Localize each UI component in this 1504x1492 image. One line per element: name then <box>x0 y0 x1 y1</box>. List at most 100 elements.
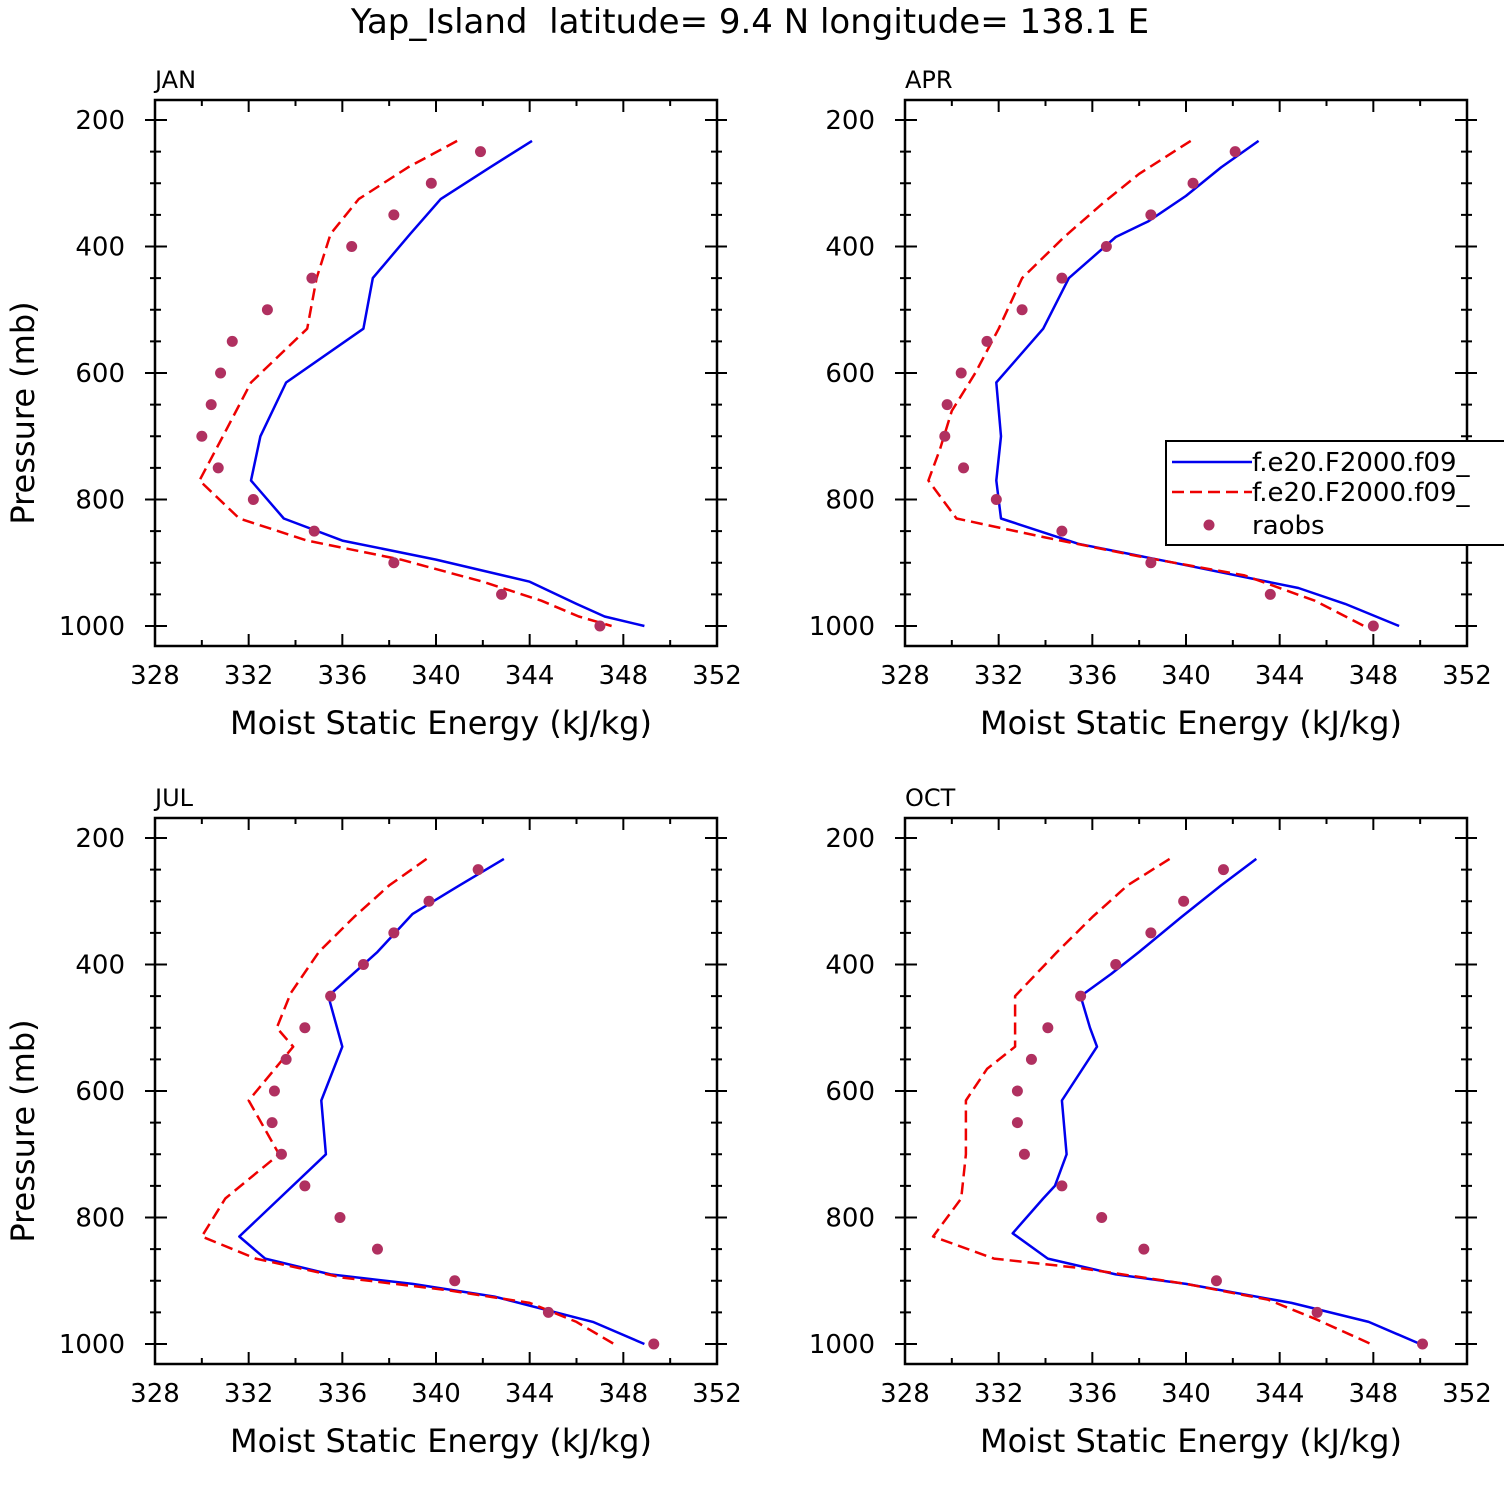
raobs-point <box>1145 209 1157 221</box>
raobs-point <box>1229 146 1241 158</box>
y-tick-label: 200 <box>75 106 125 136</box>
legend: f.e20.F2000.f09_f.e20.F2000.f09_raobs <box>1165 440 1504 546</box>
y-tick-label: 400 <box>825 951 875 981</box>
x-tick-label: 332 <box>224 661 274 691</box>
raobs-point <box>1264 588 1276 600</box>
x-tick-label: 332 <box>974 1379 1024 1409</box>
raobs-point <box>371 1243 383 1255</box>
panel-label: APR <box>905 66 953 94</box>
raobs-point <box>1367 620 1379 632</box>
raobs-point <box>496 588 508 600</box>
x-axis-label: Moist Static Energy (kJ/kg) <box>980 704 1402 742</box>
y-tick-label: 1000 <box>809 612 875 642</box>
x-tick-label: 332 <box>974 661 1024 691</box>
raobs-point <box>275 1148 287 1160</box>
raobs-point <box>1011 1117 1023 1129</box>
raobs-point <box>1138 1243 1150 1255</box>
x-tick-label: 328 <box>880 1379 930 1409</box>
raobs-point <box>542 1306 554 1318</box>
panel-jan: JAN 328 332 336 340 344 348 352 200 400 600 800 1000… <box>4 66 742 742</box>
raobs-point <box>955 367 967 379</box>
raobs-point <box>1210 1275 1222 1287</box>
raobs-point <box>1056 1180 1068 1192</box>
x-tick-label: 352 <box>1442 1379 1492 1409</box>
series-line-dashed <box>931 857 1372 1346</box>
x-tick-label: 340 <box>1161 661 1211 691</box>
raobs-point <box>1178 895 1190 907</box>
raobs-point <box>1417 1338 1429 1350</box>
raobs-point <box>474 146 486 158</box>
raobs-point <box>308 525 320 537</box>
y-tick-label: 800 <box>75 1204 125 1234</box>
raobs-point <box>1096 1212 1108 1223</box>
y-tick-label: 1000 <box>59 612 125 642</box>
x-tick-label: 348 <box>1349 1379 1399 1409</box>
x-tick-label: 348 <box>599 1379 649 1409</box>
raobs-point <box>268 1085 280 1097</box>
raobs-point <box>261 304 273 316</box>
series-line-solid <box>995 139 1400 628</box>
y-tick-label: 400 <box>75 233 125 263</box>
raobs-point <box>226 335 238 347</box>
raobs-point <box>1011 1085 1023 1097</box>
y-tick-label: 200 <box>825 824 875 854</box>
raobs-point <box>449 1275 461 1287</box>
series-line-solid <box>249 139 645 628</box>
y-tick-label: 800 <box>75 486 125 516</box>
raobs-point <box>196 430 208 442</box>
x-tick-label: 348 <box>599 661 649 691</box>
raobs-point <box>958 462 970 474</box>
x-tick-label: 336 <box>1068 1379 1118 1409</box>
figure-title: Yap_Island latitude= 9.4 N longitude= 13… <box>350 2 1149 42</box>
y-tick-label: 600 <box>75 1077 125 1107</box>
x-axis-label: Moist Static Energy (kJ/kg) <box>230 704 652 742</box>
x-axis-label: Moist Static Energy (kJ/kg) <box>230 1422 652 1460</box>
y-tick-label: 200 <box>75 824 125 854</box>
x-tick-label: 352 <box>692 661 742 691</box>
raobs-point <box>205 399 217 411</box>
raobs-point <box>1025 1053 1037 1065</box>
raobs-point <box>941 399 953 411</box>
raobs-point <box>212 462 224 474</box>
x-tick-label: 344 <box>1255 1379 1305 1409</box>
raobs-point <box>215 367 227 379</box>
panel-label: OCT <box>905 784 956 812</box>
panel-oct: OCT 328 332 336 340 344 348 352 200 400 600 800 1000… <box>809 784 1492 1460</box>
x-tick-label: 340 <box>411 1379 461 1409</box>
raobs-point <box>1100 241 1112 252</box>
y-tick-label: 400 <box>825 233 875 263</box>
panel-label: JUL <box>153 784 194 812</box>
raobs-point <box>388 557 400 569</box>
y-tick-label: 1000 <box>809 1330 875 1360</box>
raobs-point <box>306 272 318 284</box>
panel-apr: APR 328 332 336 340 344 348 352 200 400 600 800 1000… <box>809 66 1492 742</box>
legend-swatch-point <box>1203 519 1215 531</box>
x-tick-label: 328 <box>130 1379 180 1409</box>
x-tick-label: 328 <box>130 661 180 691</box>
raobs-point <box>334 1212 346 1223</box>
raobs-point <box>1056 525 1068 537</box>
y-tick-label: 800 <box>825 486 875 516</box>
series-line-dashed <box>927 139 1365 628</box>
raobs-point <box>990 494 1002 505</box>
y-axis-label: Pressure (mb) <box>4 301 42 524</box>
x-axis-label: Moist Static Energy (kJ/kg) <box>980 1422 1402 1460</box>
legend-entry: f.e20.F2000.f09_ <box>1252 478 1470 508</box>
x-tick-label: 336 <box>1068 661 1118 691</box>
series-line-dashed <box>198 139 612 628</box>
series-line-solid <box>1011 857 1421 1346</box>
x-tick-label: 344 <box>505 1379 555 1409</box>
raobs-point <box>981 335 993 347</box>
x-tick-label: 336 <box>318 661 368 691</box>
raobs-point <box>357 959 369 970</box>
raobs-point <box>247 494 259 505</box>
x-tick-label: 340 <box>411 661 461 691</box>
raobs-point <box>648 1338 660 1350</box>
y-tick-label: 600 <box>75 359 125 389</box>
raobs-point <box>939 430 951 442</box>
raobs-point <box>1145 927 1157 939</box>
raobs-point <box>299 1180 311 1192</box>
raobs-point <box>594 620 606 632</box>
y-axis-label: Pressure (mb) <box>4 1019 42 1242</box>
panel-jul: JUL 328 332 336 340 344 348 352 200 400 600 800 1000… <box>4 784 742 1460</box>
